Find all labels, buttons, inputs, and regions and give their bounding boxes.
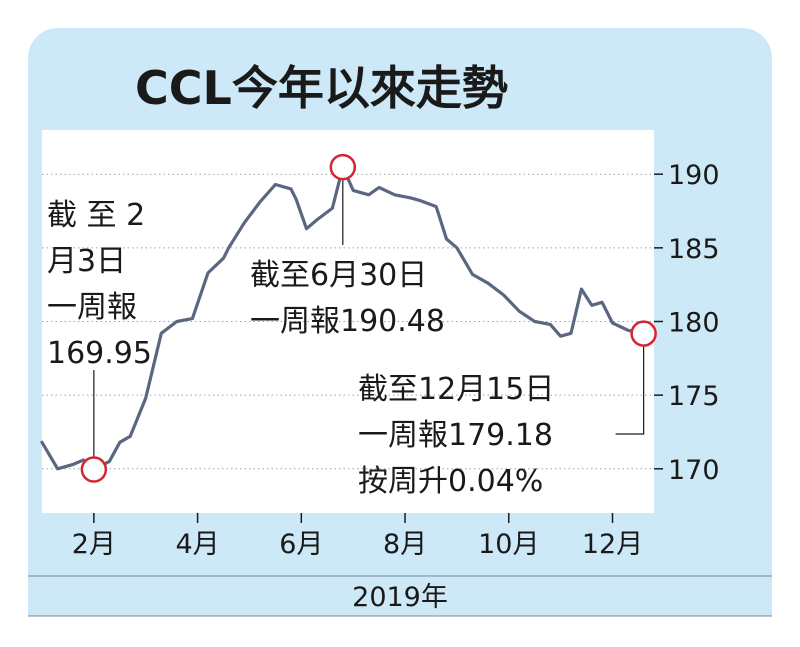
x-tick-label: 10月 (478, 529, 539, 560)
y-tick-label: 175 (668, 381, 720, 412)
x-tick-label: 2月 (72, 529, 116, 560)
annotation-text: 169.95 (47, 336, 152, 371)
annotation-text: 截至12月15日 (358, 372, 554, 407)
annotation-text: 月3日 (47, 244, 126, 279)
annotation-text: 按周升0.04% (358, 464, 543, 499)
chart-panel-bottom (28, 540, 772, 616)
x-ticks: 2月 4月 6月 8月 10月 12月 (72, 513, 643, 560)
x-tick-label: 4月 (175, 529, 219, 560)
y-tick-label: 170 (668, 455, 720, 486)
y-ticks: 170 175 180 185 190 (654, 160, 720, 486)
data-point-marker (80, 456, 108, 483)
x-tick-label: 12月 (582, 529, 643, 560)
data-point-marker (329, 153, 357, 181)
chart-title: CCL今年以來走勢 (135, 61, 508, 115)
chart-background (0, 22, 40, 32)
data-point-marker (630, 320, 657, 347)
x-tick-label: 8月 (383, 529, 427, 560)
annotation-text: 截 至 2 (47, 198, 145, 233)
y-tick-label: 185 (668, 234, 720, 265)
annotation-text: 一周報 (47, 290, 137, 325)
annotation-text: 一周報179.18 (358, 418, 553, 453)
annotation-text: 截至6月30日 (250, 258, 427, 293)
y-tick-label: 180 (668, 308, 720, 339)
x-axis-label: 2019年 (352, 582, 448, 613)
x-tick-label: 6月 (279, 529, 323, 560)
y-tick-label: 190 (668, 160, 720, 191)
annotation-text: 一周報190.48 (250, 304, 445, 339)
annotation-leader (615, 345, 645, 435)
